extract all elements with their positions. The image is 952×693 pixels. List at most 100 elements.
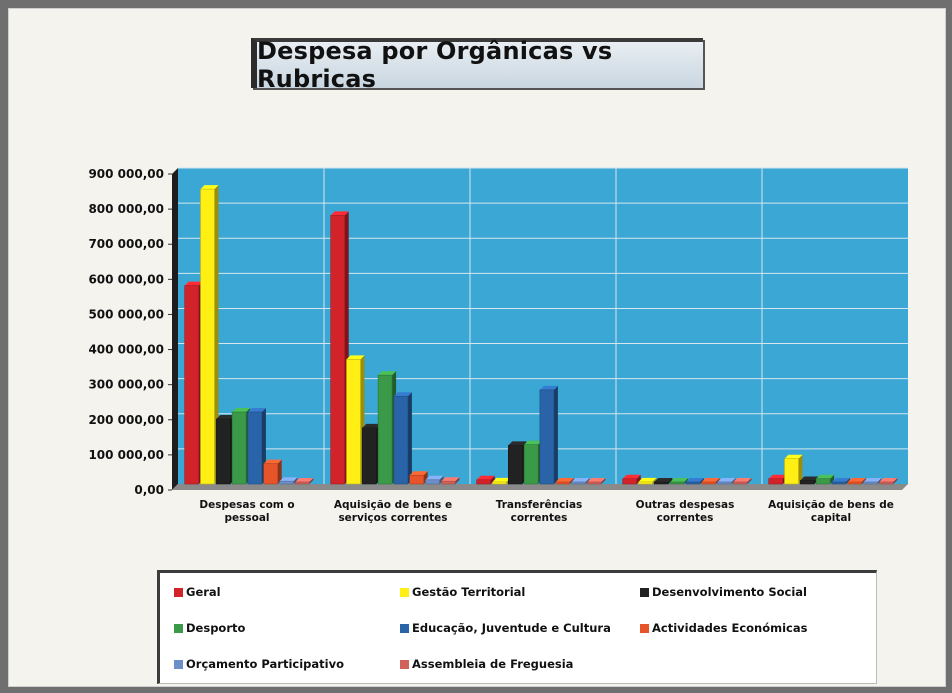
- legend-label: Actividades Económicas: [652, 621, 808, 635]
- y-tick-label: 500 000,00: [88, 307, 164, 321]
- bar-side: [652, 477, 657, 484]
- y-tick-label: 400 000,00: [88, 343, 164, 357]
- y-tick-label: 0,00: [134, 483, 164, 497]
- bar-top: [816, 474, 835, 479]
- x-tick-label: pessoal: [224, 512, 269, 524]
- legend-swatch: [640, 587, 649, 597]
- bar: [784, 458, 799, 485]
- bar-top: [571, 478, 590, 482]
- y-tick-label: 700 000,00: [88, 237, 164, 251]
- bar-top: [539, 385, 558, 390]
- bar-top: [441, 477, 460, 482]
- bar-top: [184, 281, 203, 286]
- legend-swatch: [400, 623, 409, 633]
- bar-top: [879, 478, 898, 482]
- bar-top: [717, 478, 736, 482]
- bar: [685, 481, 701, 485]
- y-tick-label: 100 000,00: [88, 448, 164, 462]
- bar: [523, 444, 539, 485]
- bar-top: [800, 476, 819, 481]
- bar-top: [524, 440, 543, 445]
- bar: [555, 481, 571, 485]
- bar-top: [733, 478, 752, 482]
- bar-top: [330, 211, 349, 216]
- bar: [799, 480, 815, 485]
- bar: [393, 395, 409, 485]
- legend-swatch: [400, 587, 409, 597]
- bar-side: [893, 478, 898, 484]
- bar-top: [393, 392, 412, 397]
- bar-side: [861, 478, 866, 484]
- bar-side: [798, 454, 803, 484]
- bar: [231, 411, 247, 485]
- legend-item: Actividades Económicas: [640, 621, 807, 635]
- legend-swatch: [174, 659, 183, 669]
- legend-item: Orçamento Participativo: [174, 657, 344, 671]
- bar-side: [569, 478, 574, 484]
- bar: [294, 481, 310, 485]
- legend-label: Desporto: [186, 621, 246, 635]
- bar-side: [455, 477, 460, 484]
- bar-side: [715, 478, 720, 484]
- y-tick-label: 600 000,00: [88, 272, 164, 286]
- plot-side-wall: [172, 168, 178, 490]
- x-tick-label: correntes: [511, 512, 568, 524]
- bar-side: [293, 477, 298, 484]
- bar: [409, 474, 425, 485]
- bar-top: [831, 478, 850, 482]
- bar-side: [277, 459, 282, 484]
- bar-top: [476, 475, 495, 480]
- x-tick-label: Aquisição de bens de: [768, 499, 894, 511]
- bar-top: [295, 478, 314, 482]
- y-tick-label: 300 000,00: [88, 378, 164, 392]
- bar-side: [731, 478, 736, 484]
- legend-label: Orçamento Participativo: [186, 657, 344, 671]
- bar-side: [668, 478, 673, 484]
- x-tick-label: Transferências: [496, 499, 583, 511]
- chart-title-box: Despesa por Orgânicas vs Rubricas: [251, 37, 703, 93]
- bar: [184, 285, 199, 485]
- bar: [507, 445, 523, 485]
- bar: [638, 481, 653, 485]
- bar: [717, 481, 732, 485]
- bar: [669, 481, 685, 485]
- legend-item: Desporto: [174, 621, 245, 635]
- bar: [200, 188, 215, 485]
- bar-side: [309, 478, 314, 484]
- bar-top: [654, 478, 673, 482]
- bar: [831, 481, 847, 485]
- legend-swatch: [174, 623, 183, 633]
- bar-side: [699, 478, 704, 484]
- legend-item: Desenvolvimento Social: [640, 585, 807, 599]
- bar: [440, 480, 456, 485]
- bar: [492, 481, 507, 485]
- bar-side: [636, 474, 641, 484]
- bar-side: [490, 475, 495, 484]
- plot-floor: [172, 484, 908, 490]
- bar: [622, 478, 638, 485]
- legend-swatch: [400, 659, 409, 669]
- bar-top: [232, 408, 251, 413]
- bar: [539, 389, 555, 485]
- legend-swatch: [174, 587, 183, 597]
- bar: [815, 478, 831, 485]
- legend-label: Desenvolvimento Social: [652, 585, 807, 599]
- bar-top: [492, 477, 511, 482]
- bar-side: [585, 478, 590, 484]
- bar-top: [784, 454, 803, 459]
- bar: [701, 481, 717, 485]
- legend-swatch: [640, 623, 649, 633]
- bar: [476, 479, 492, 485]
- legend-item: Gestão Territorial: [400, 585, 525, 599]
- legend-item: Educação, Juventude e Cultura: [400, 621, 611, 635]
- bar: [878, 481, 894, 485]
- bar: [330, 215, 346, 485]
- bar-side: [214, 185, 219, 485]
- bar: [263, 463, 279, 485]
- y-tick-label: 900 000,00: [88, 167, 164, 181]
- legend-item: Assembleia de Freguesia: [400, 657, 573, 671]
- bar: [377, 374, 393, 485]
- bar-top: [378, 371, 397, 376]
- x-tick-label: serviços correntes: [338, 512, 447, 524]
